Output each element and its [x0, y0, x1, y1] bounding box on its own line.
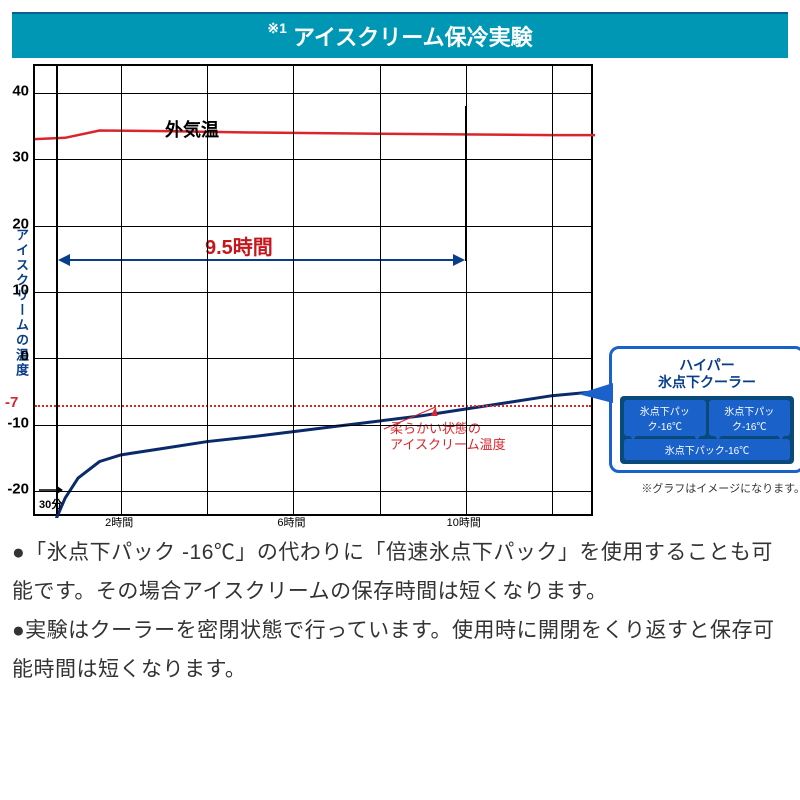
- duration-label: 9.5時間: [205, 231, 273, 260]
- threshold-label: -7: [5, 394, 18, 411]
- threshold-line: [35, 405, 591, 407]
- header-title: アイスクリーム保冷実験: [293, 25, 533, 50]
- chart-region: アイスクリームの温度 外気温 9.5時間 柔らかい状態の アイスクリーム温度: [12, 58, 788, 516]
- header-prefix: ※1: [267, 20, 287, 36]
- callout-box: ハイパー 氷点下クーラー 氷点下パック-16℃ 氷点下パック-16℃ 氷点下パッ…: [609, 346, 800, 473]
- ytick: -20: [0, 481, 29, 498]
- marker-start-30min: [56, 66, 58, 514]
- cooler-diagram: 氷点下パック-16℃ 氷点下パック-16℃ 氷点下パック-16℃: [620, 396, 794, 464]
- label-30min: 30分: [39, 484, 63, 512]
- callout-leader-icon: [578, 378, 618, 408]
- ytick: 30: [0, 149, 29, 166]
- ytick: 20: [0, 215, 29, 232]
- xtick: 10時間: [447, 514, 481, 530]
- body-text: ●「氷点下パック -16℃」の代わりに「倍速氷点下パック」を使用することも可能で…: [12, 534, 788, 689]
- ambient-label: 外気温: [165, 116, 219, 142]
- ytick: 40: [0, 82, 29, 99]
- pack-top-right: 氷点下パック-16℃: [709, 400, 791, 436]
- xtick: 2時間: [105, 514, 133, 530]
- xtick: 6時間: [277, 514, 305, 530]
- ytick: -10: [0, 414, 29, 431]
- chart-plot: 外気温 9.5時間 柔らかい状態の アイスクリーム温度 30分: [33, 64, 593, 516]
- callout-title: ハイパー 氷点下クーラー: [620, 357, 794, 391]
- ytick: 0: [0, 348, 29, 365]
- pack-top-left: 氷点下パック-16℃: [624, 400, 706, 436]
- chart-header: ※1 アイスクリーム保冷実験: [12, 12, 788, 58]
- bullet-2: ●実験はクーラーを密閉状態で行っています。使用時に開閉をくり返すと保存可能時間は…: [12, 612, 788, 690]
- pack-bottom: 氷点下パック-16℃: [624, 439, 790, 460]
- ytick: 10: [0, 282, 29, 299]
- bullet-1: ●「氷点下パック -16℃」の代わりに「倍速氷点下パック」を使用することも可能で…: [12, 534, 788, 612]
- graph-disclaimer: ※グラフはイメージになります。: [609, 480, 800, 496]
